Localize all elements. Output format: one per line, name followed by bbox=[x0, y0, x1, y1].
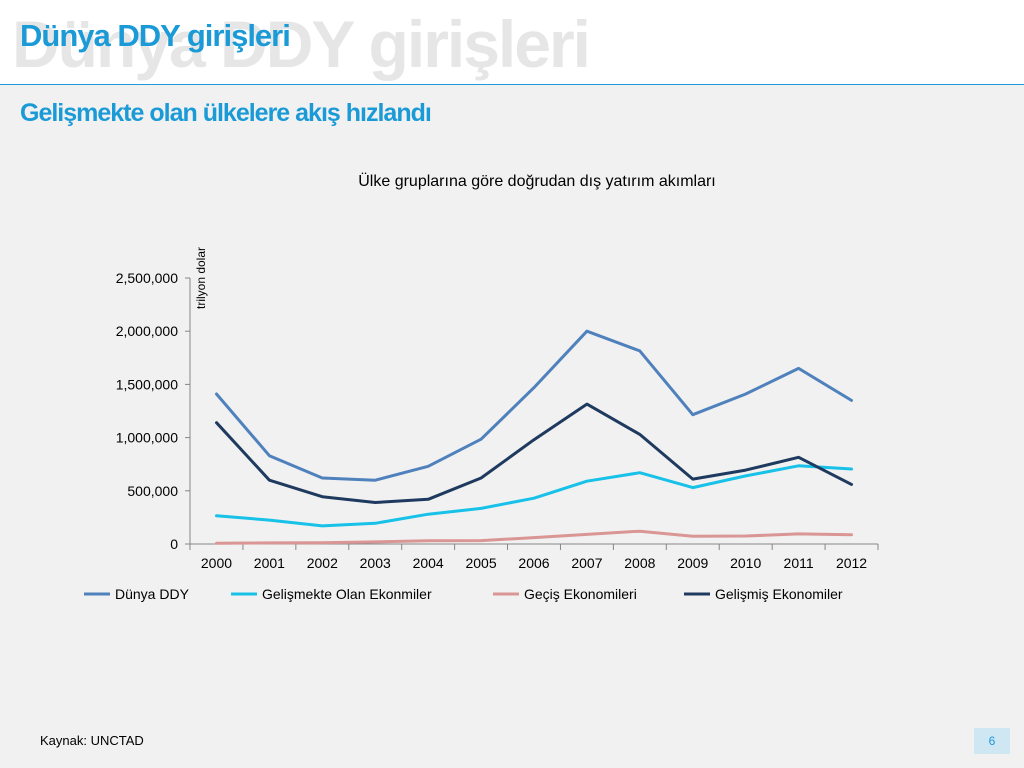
chart-title: Ülke gruplarına göre doğrudan dış yatırı… bbox=[358, 172, 716, 190]
source-note: Kaynak: UNCTAD bbox=[40, 733, 144, 748]
x-tick-label: 2002 bbox=[307, 555, 338, 571]
x-tick-label: 2001 bbox=[254, 555, 285, 571]
x-tick-label: 2003 bbox=[360, 555, 391, 571]
x-tick-label: 2000 bbox=[201, 555, 232, 571]
y-tick-label: 500,000 bbox=[127, 483, 178, 499]
page-number: 6 bbox=[974, 728, 1010, 754]
x-tick-label: 2012 bbox=[836, 555, 867, 571]
legend-label: Geçiş Ekonomileri bbox=[524, 586, 637, 602]
series-line-3 bbox=[215, 402, 853, 504]
legend-label: Gelişmekte Olan Ekonmiler bbox=[262, 586, 432, 602]
x-tick-label: 2008 bbox=[624, 555, 655, 571]
slide-subtitle: Gelişmekte olan ülkelere akış hızlandı bbox=[20, 99, 432, 127]
legend-label: Gelişmiş Ekonomiler bbox=[715, 586, 843, 602]
x-tick-label: 2007 bbox=[571, 555, 602, 571]
x-tick-label: 2006 bbox=[518, 555, 549, 571]
y-axis-label: trilyon dolar bbox=[194, 247, 208, 309]
y-tick-label: 2,500,000 bbox=[116, 270, 178, 286]
legend-label: Dünya DDY bbox=[115, 586, 190, 602]
series-line-2 bbox=[215, 529, 853, 545]
y-tick-label: 1,500,000 bbox=[116, 376, 178, 392]
slide-title: Dünya DDY girişleri bbox=[20, 18, 291, 53]
y-tick-label: 2,000,000 bbox=[116, 323, 178, 339]
y-tick-label: 0 bbox=[170, 536, 178, 552]
x-tick-label: 2010 bbox=[730, 555, 761, 571]
header-band bbox=[0, 0, 1024, 84]
series-line-0 bbox=[215, 329, 853, 482]
title-watermark: Dünya DDY girişleri bbox=[12, 7, 591, 81]
y-tick-label: 1,000,000 bbox=[116, 430, 178, 446]
title-divider bbox=[0, 84, 1024, 85]
x-tick-label: 2009 bbox=[677, 555, 708, 571]
x-tick-label: 2005 bbox=[465, 555, 496, 571]
x-tick-label: 2011 bbox=[784, 555, 814, 571]
x-tick-label: 2004 bbox=[413, 555, 444, 571]
